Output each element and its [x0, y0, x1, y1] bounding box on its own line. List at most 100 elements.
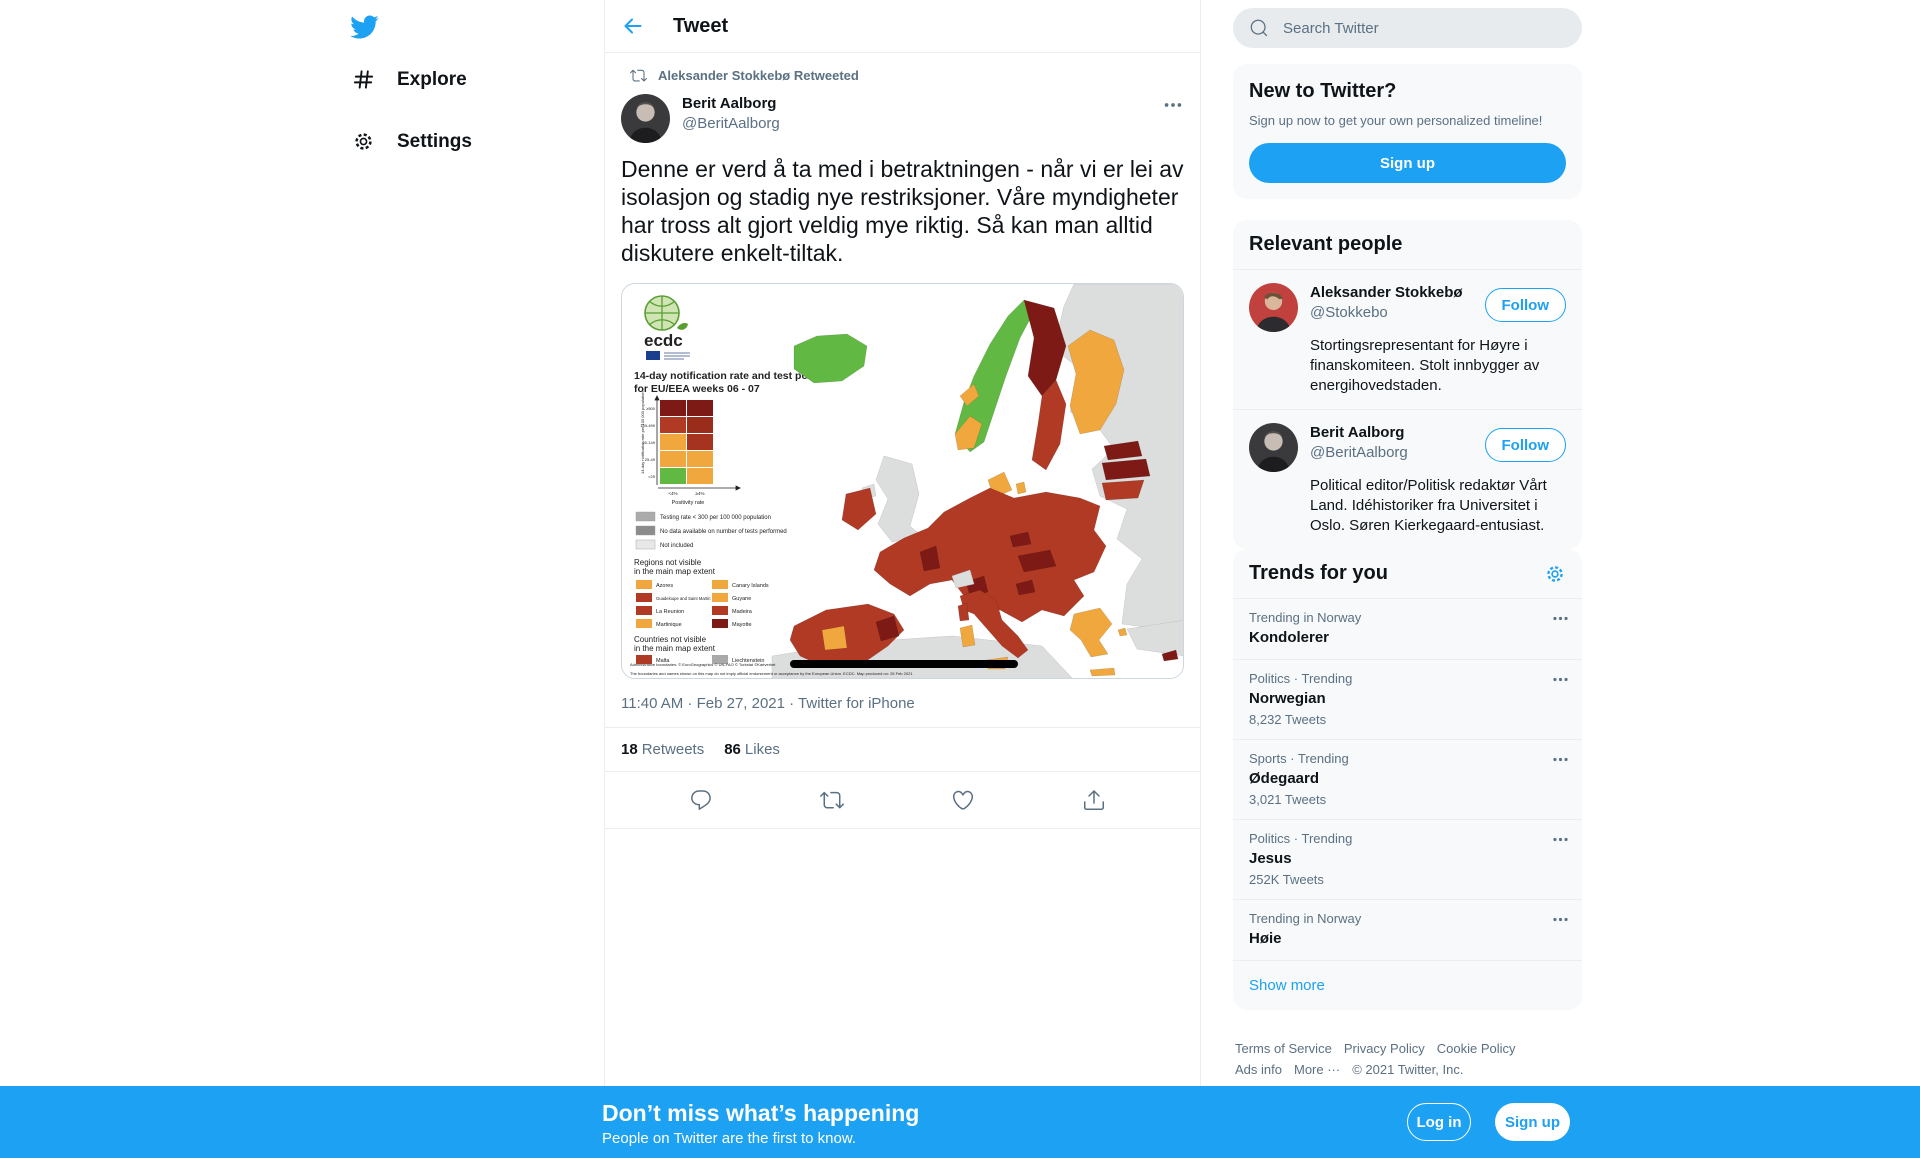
- svg-text:La Reunion: La Reunion: [656, 609, 684, 615]
- sidebar-item-explore[interactable]: Explore: [352, 68, 467, 91]
- relevant-people-card: Relevant people Aleksander Stokkebø @Sto: [1233, 220, 1582, 549]
- main-column: Tweet Aleksander Stokkebø Retweeted Beri…: [604, 0, 1201, 1086]
- search-icon: [1250, 19, 1268, 37]
- sidebar-item-label: Settings: [397, 130, 472, 152]
- svg-text:Mayotte: Mayotte: [732, 622, 752, 628]
- person-name[interactable]: Berit Aalborg: [1310, 424, 1405, 441]
- card-heading: Relevant people: [1233, 220, 1582, 270]
- banner-heading: Don’t miss what’s happening: [602, 1100, 920, 1126]
- sign-up-button[interactable]: Sign up: [1249, 143, 1566, 183]
- author-name[interactable]: Berit Aalborg: [682, 95, 777, 112]
- card-heading: Trends for you: [1249, 562, 1388, 584]
- map-regions-legend: Regions not visible in the main map exte…: [634, 558, 769, 628]
- svg-text:50-149: 50-149: [643, 440, 656, 445]
- footer-link-more[interactable]: More ···: [1293, 1062, 1341, 1077]
- svg-text:Martinique: Martinique: [656, 622, 682, 628]
- trend-row[interactable]: Trending in Norway Høie: [1233, 900, 1582, 961]
- share-icon[interactable]: [1082, 788, 1106, 812]
- retweeted-by-label: Aleksander Stokkebø Retweeted: [658, 68, 859, 83]
- sidebar-item-label: Explore: [397, 68, 467, 90]
- redaction-bar: [790, 660, 1018, 668]
- sidebar-item-settings[interactable]: Settings: [352, 130, 472, 153]
- svg-text:Malta: Malta: [656, 658, 670, 664]
- map-attribution-2: The boundaries and names shown on this m…: [630, 671, 913, 676]
- svg-text:Countries not visible: Countries not visible: [634, 635, 707, 644]
- tweet-image-ecdc-map[interactable]: ecdc 14-day notification rate and test p…: [621, 283, 1184, 679]
- person-avatar[interactable]: [1249, 283, 1298, 332]
- svg-text:Guadeloupe and Saint Martin: Guadeloupe and Saint Martin: [656, 596, 711, 601]
- like-icon[interactable]: [951, 788, 975, 812]
- svg-text:Canary Islands: Canary Islands: [732, 583, 769, 589]
- retweets-stat[interactable]: 18 Retweets: [621, 741, 705, 758]
- author-avatar[interactable]: [621, 94, 670, 143]
- map-countries-legend: Countries not visible in the main map ex…: [634, 635, 764, 664]
- page-header: Tweet: [605, 0, 1200, 53]
- reply-icon[interactable]: [689, 788, 713, 812]
- follow-button[interactable]: Follow: [1484, 428, 1566, 462]
- svg-text:Madeira: Madeira: [732, 609, 753, 615]
- retweet-context[interactable]: Aleksander Stokkebø Retweeted: [605, 67, 1200, 84]
- map-legend-matrix: ≥500 150-499 50-149 25-49 <25 14-day not…: [640, 391, 741, 506]
- avatar-portrait: [1249, 283, 1298, 332]
- trend-more-icon[interactable]: [1551, 670, 1570, 689]
- gear-icon: [355, 133, 372, 150]
- show-more-link[interactable]: Show more: [1249, 977, 1325, 994]
- trends-settings-gear-icon[interactable]: [1544, 563, 1566, 585]
- banner-subtext: People on Twitter are the first to know.: [602, 1130, 857, 1147]
- svg-text:Azores: Azores: [656, 583, 673, 589]
- divider: [605, 727, 1200, 728]
- log-in-button[interactable]: Log in: [1407, 1103, 1471, 1141]
- trend-more-icon[interactable]: [1551, 750, 1570, 769]
- svg-text:<4%: <4%: [668, 491, 677, 496]
- tweet-timestamp[interactable]: 11:40 AM · Feb 27, 2021 · Twitter for iP…: [621, 695, 915, 712]
- svg-text:Regions not visible: Regions not visible: [634, 558, 702, 567]
- back-arrow-icon[interactable]: [621, 14, 645, 38]
- footer-copyright: © 2021 Twitter, Inc.: [1352, 1062, 1464, 1077]
- person-bio: Political editor/Politisk redaktør Vårt …: [1310, 477, 1547, 534]
- search-input[interactable]: [1283, 19, 1566, 37]
- footer-link-terms[interactable]: Terms of Service: [1235, 1041, 1332, 1056]
- tweet-more-icon[interactable]: [1162, 94, 1184, 116]
- trend-more-icon[interactable]: [1551, 910, 1570, 929]
- map-y-axis-label: 14-day notification rate per 100 000 pop…: [640, 391, 645, 474]
- ecdc-map-graphic: ecdc 14-day notification rate and test p…: [622, 284, 1183, 678]
- svg-text:in the main map extent: in the main map extent: [634, 567, 716, 576]
- avatar-portrait: [1249, 423, 1298, 472]
- signup-banner: Don’t miss what’s happening People on Tw…: [0, 1086, 1920, 1158]
- ecdc-logo: ecdc: [644, 295, 690, 360]
- footer-link-privacy[interactable]: Privacy Policy: [1343, 1041, 1425, 1056]
- map-legend-extra: Testing rate < 300 per 100 000 populatio…: [635, 511, 787, 550]
- person-avatar[interactable]: [1249, 423, 1298, 472]
- retweet-action-icon[interactable]: [819, 788, 844, 812]
- author-identity: Berit Aalborg @BeritAalborg: [682, 94, 1162, 134]
- retweet-icon: [630, 69, 647, 82]
- footer-link-ads[interactable]: Ads info: [1235, 1062, 1282, 1077]
- person-bio: Stortingsrepresentant for Høyre i finans…: [1310, 337, 1540, 394]
- signup-prompt: Sign up now to get your own personalized…: [1249, 113, 1543, 128]
- search-bar[interactable]: [1233, 8, 1582, 48]
- tweet-author-row: Berit Aalborg @BeritAalborg: [605, 94, 1200, 143]
- trend-row[interactable]: Politics · Trending Jesus 252K Tweets: [1233, 820, 1582, 900]
- trend-more-icon[interactable]: [1551, 830, 1570, 849]
- map-attribution-1: Administrative boundaries: © EuroGeograp…: [630, 662, 776, 667]
- trend-row[interactable]: Politics · Trending Norwegian 8,232 Twee…: [1233, 660, 1582, 740]
- svg-text:in the main map extent: in the main map extent: [634, 644, 716, 653]
- trend-row[interactable]: Trending in Norway Kondolerer: [1233, 599, 1582, 660]
- person-row: Berit Aalborg @BeritAalborg Political ed…: [1233, 410, 1582, 549]
- tweet-stats: 18 Retweets 86 Likes: [605, 728, 1200, 772]
- trend-more-icon[interactable]: [1551, 609, 1570, 628]
- svg-text:Liechtenstein: Liechtenstein: [732, 658, 764, 664]
- footer-link-cookies[interactable]: Cookie Policy: [1436, 1041, 1516, 1056]
- twitter-logo[interactable]: [349, 12, 379, 42]
- person-name[interactable]: Aleksander Stokkebø: [1310, 284, 1463, 301]
- svg-text:Not included: Not included: [660, 543, 693, 549]
- card-heading: New to Twitter?: [1249, 80, 1397, 102]
- banner-sign-up-button[interactable]: Sign up: [1495, 1103, 1570, 1141]
- person-row: Aleksander Stokkebø @Stokkebo Stortingsr…: [1233, 270, 1582, 410]
- follow-button[interactable]: Follow: [1484, 288, 1566, 322]
- svg-text:≥500: ≥500: [646, 406, 656, 411]
- trend-row[interactable]: Sports · Trending Ødegaard 3,021 Tweets: [1233, 740, 1582, 820]
- likes-stat[interactable]: 86 Likes: [724, 741, 780, 758]
- author-handle: @BeritAalborg: [682, 115, 780, 132]
